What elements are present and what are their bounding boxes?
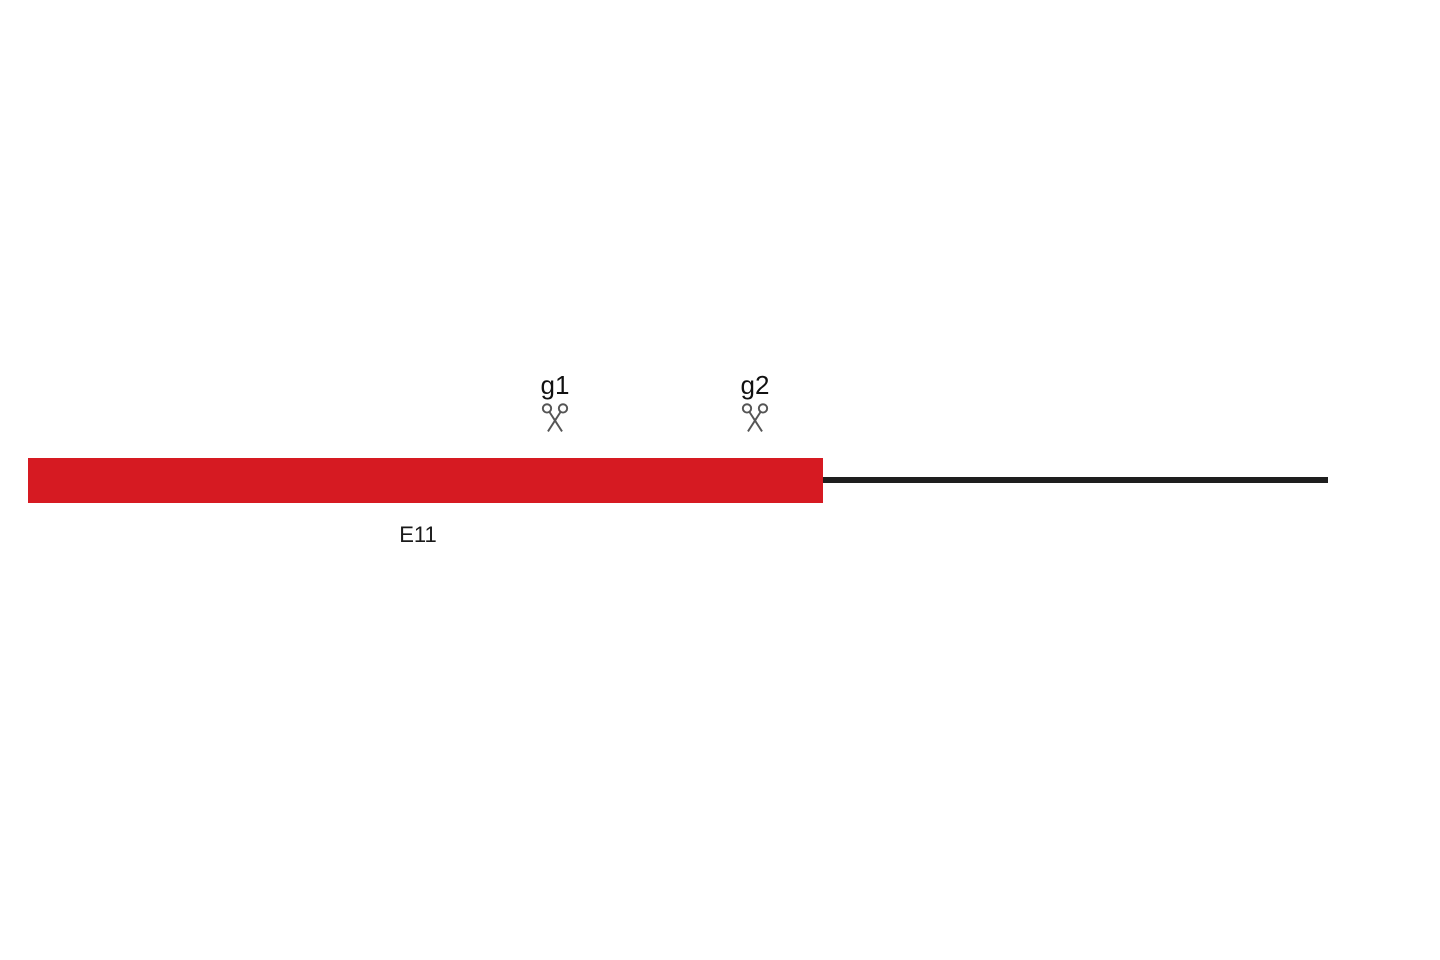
guide-label-g1: g1 xyxy=(541,370,570,401)
gene-diagram-canvas: E11 g1 g2 xyxy=(0,0,1440,960)
scissors-icon xyxy=(739,402,771,434)
guide-label-g2: g2 xyxy=(741,370,770,401)
exon-block xyxy=(28,458,823,503)
exon-label: E11 xyxy=(399,522,437,548)
scissors-icon xyxy=(539,402,571,434)
intron-line xyxy=(823,477,1328,483)
